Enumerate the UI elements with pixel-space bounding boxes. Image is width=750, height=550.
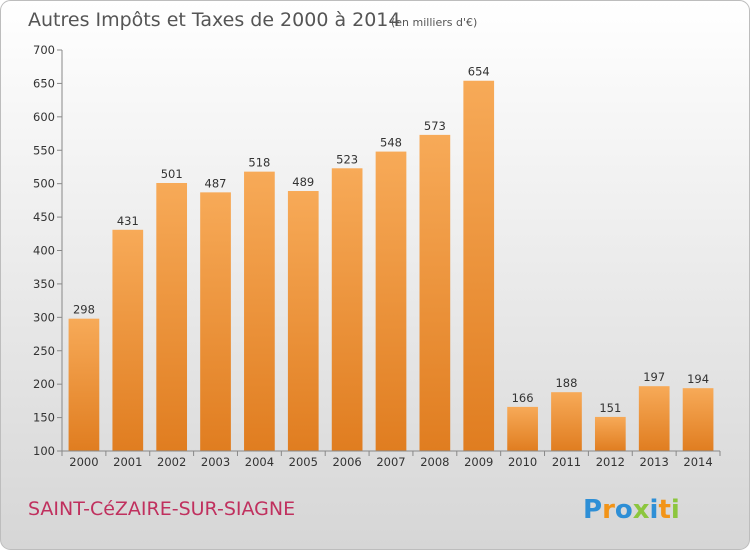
bar-value-label: 151 [599, 401, 621, 415]
brand-letter: P [583, 495, 602, 525]
bar-2002 [156, 182, 188, 451]
x-tick-label: 2003 [201, 455, 230, 469]
y-tick-label: 650 [33, 76, 55, 90]
x-tick-label: 2009 [464, 455, 493, 469]
bar-2012 [594, 416, 626, 451]
commune-name: SAINT-CéZAIRE-SUR-SIAGNE [28, 498, 295, 520]
bar-value-label: 188 [555, 376, 577, 390]
bar-value-label: 489 [292, 175, 314, 189]
y-tick-label: 700 [33, 43, 55, 57]
y-tick-label: 450 [33, 210, 55, 224]
bar-2011 [551, 392, 582, 451]
x-tick-label: 2000 [69, 455, 98, 469]
y-tick-label: 100 [33, 444, 55, 458]
bar-2009 [463, 80, 495, 451]
x-tick-label: 2004 [245, 455, 274, 469]
bar-value-label: 298 [73, 303, 95, 317]
y-tick-label: 400 [33, 244, 55, 258]
y-tick-label: 200 [33, 377, 55, 391]
bar-value-label: 501 [161, 167, 183, 181]
y-tick-label: 250 [33, 344, 55, 358]
y-tick-label: 350 [33, 277, 55, 291]
y-tick-label: 600 [33, 110, 55, 124]
y-tick-label: 550 [33, 143, 55, 157]
bar-2008 [419, 134, 451, 451]
brand-letter: r [602, 495, 615, 525]
brand-letter: x [633, 495, 650, 525]
x-tick-label: 2005 [289, 455, 318, 469]
bar-2010 [507, 406, 538, 451]
x-tick-label: 2012 [596, 455, 625, 469]
y-tick-label: 500 [33, 177, 55, 191]
chart-title: Autres Impôts et Taxes de 2000 à 2014 [28, 9, 401, 31]
bar-2005 [287, 191, 319, 452]
chart-unit: (en milliers d'€) [391, 16, 477, 29]
bar-value-label: 166 [512, 391, 534, 405]
bar-value-label: 523 [336, 152, 358, 166]
bar-value-label: 548 [380, 136, 402, 150]
x-tick-label: 2013 [640, 455, 669, 469]
brand-letter: i [671, 495, 680, 525]
bar-value-label: 487 [205, 176, 227, 190]
x-tick-label: 2006 [332, 455, 361, 469]
x-tick-label: 2010 [508, 455, 537, 469]
brand-letter: t [658, 495, 670, 525]
bars: 298 431 501 487 518 489 523 548 573 654 166 188 151 1… [68, 65, 714, 452]
bar-value-label: 194 [687, 372, 709, 386]
bar-value-label: 518 [248, 156, 270, 170]
brand-text: Proxiti [583, 495, 680, 525]
bar-value-label: 431 [117, 214, 139, 228]
bar-2003 [200, 192, 231, 452]
y-axis: 100 150 200 250 300 350 400 450 500 550 600 650 700 [33, 43, 63, 458]
x-tick-label: 2008 [420, 455, 449, 469]
bar-value-label: 654 [468, 65, 490, 79]
proxiti-logo: Proxiti [583, 495, 680, 525]
brand-letter: i [650, 495, 659, 525]
bar-value-label: 197 [643, 370, 665, 384]
x-tick-label: 2002 [157, 455, 186, 469]
bar-2004 [244, 171, 275, 452]
bar-2006 [331, 168, 363, 452]
y-tick-label: 150 [33, 411, 55, 425]
x-tick-label: 2001 [113, 455, 142, 469]
x-tick-label: 2007 [376, 455, 405, 469]
y-tick-label: 300 [33, 310, 55, 324]
bar-2000 [68, 318, 100, 451]
bar-2014 [682, 388, 714, 451]
x-axis: 2000 2001 2002 2003 2004 2005 2006 2007 2008 2009… [61, 450, 721, 469]
bar-2013 [638, 386, 670, 451]
x-tick-label: 2011 [552, 455, 581, 469]
bar-2001 [112, 229, 144, 451]
x-tick-label: 2014 [683, 455, 712, 469]
bar-2007 [375, 151, 407, 451]
bar-value-label: 573 [424, 119, 446, 133]
brand-letter: o [615, 495, 633, 525]
